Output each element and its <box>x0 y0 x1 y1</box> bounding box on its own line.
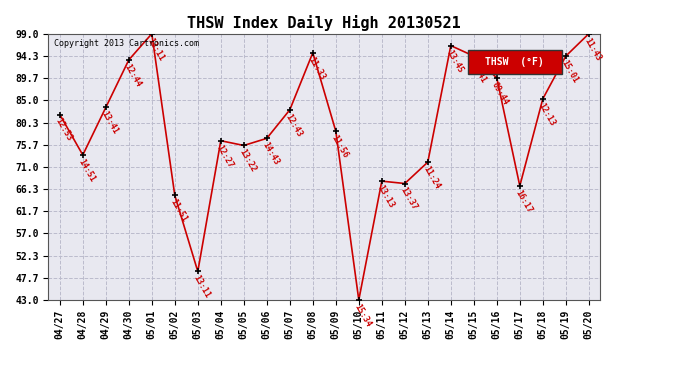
Text: 09:44: 09:44 <box>490 80 511 106</box>
Title: THSW Index Daily High 20130521: THSW Index Daily High 20130521 <box>188 15 461 31</box>
Text: 14:43: 14:43 <box>260 141 280 167</box>
Text: 13:11: 13:11 <box>145 36 166 62</box>
Text: 15:34: 15:34 <box>352 302 373 328</box>
Text: 12:44: 12:44 <box>122 62 142 88</box>
Text: 12:27: 12:27 <box>214 143 235 169</box>
Text: 11:56: 11:56 <box>329 134 349 160</box>
Text: 12:43: 12:43 <box>283 112 304 138</box>
Text: 13:41: 13:41 <box>467 58 487 85</box>
Text: 15:01: 15:01 <box>559 58 580 85</box>
Text: 12:13: 12:13 <box>536 101 556 128</box>
Text: 16:17: 16:17 <box>513 188 533 214</box>
FancyBboxPatch shape <box>468 50 562 74</box>
Text: Copyright 2013 Cartronics.com: Copyright 2013 Cartronics.com <box>54 39 199 48</box>
Text: 11:24: 11:24 <box>421 165 442 190</box>
Text: 14:51: 14:51 <box>76 158 97 183</box>
Text: 13:13: 13:13 <box>375 183 395 210</box>
Text: 11:51: 11:51 <box>168 198 188 224</box>
Text: 13:22: 13:22 <box>237 148 257 174</box>
Text: THSW  (°F): THSW (°F) <box>485 57 544 67</box>
Text: 13:11: 13:11 <box>191 274 211 300</box>
Text: 13:37: 13:37 <box>398 186 418 212</box>
Text: 12:53: 12:53 <box>53 117 73 143</box>
Text: 13:41: 13:41 <box>99 110 119 136</box>
Text: 13:45: 13:45 <box>444 48 464 74</box>
Text: 11:43: 11:43 <box>582 36 602 62</box>
Text: 11:33: 11:33 <box>306 55 326 81</box>
